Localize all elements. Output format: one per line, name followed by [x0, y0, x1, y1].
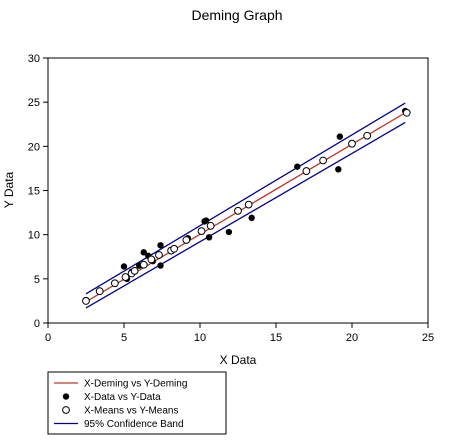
x-axis-label: X Data [220, 353, 257, 367]
data-point [336, 133, 344, 140]
data-point [202, 217, 210, 224]
data-point [157, 242, 164, 249]
x-tick-label: 5 [121, 332, 127, 344]
data-point [294, 163, 301, 170]
data-point [120, 263, 128, 270]
mean-point [110, 279, 119, 288]
data-point [248, 214, 255, 222]
data-point [157, 262, 164, 269]
y-tick-label: 10 [28, 230, 40, 242]
x-tick-label: 15 [270, 332, 282, 344]
mean-point [206, 221, 215, 230]
mean-point [197, 227, 206, 236]
mean-point [182, 236, 191, 244]
x-tick-label: 0 [45, 332, 51, 344]
mean-point [130, 266, 139, 275]
mean-point [402, 108, 411, 117]
mean-point [155, 251, 163, 259]
x-axis-ticks: 0 5 10 15 20 25 [45, 323, 434, 344]
mean-point [147, 255, 156, 264]
y-axis-label: Y Data [2, 171, 16, 208]
y-tick-label: 5 [34, 274, 40, 286]
legend-label: X-Data vs Y-Data [84, 392, 161, 403]
legend-label: 95% Confidence Band [84, 419, 184, 430]
mean-point [348, 139, 356, 148]
chart-title: Deming Graph [191, 7, 282, 23]
mean-point [139, 260, 148, 269]
mean-point [234, 206, 242, 215]
mean-point [302, 167, 311, 175]
x-tick-label: 25 [422, 332, 434, 344]
data-point [335, 166, 342, 173]
mean-point [82, 297, 90, 305]
y-tick-label: 0 [34, 318, 40, 330]
legend-items: X-Deming vs Y-Deming X-Data vs Y-Data X-Me… [54, 379, 187, 430]
mean-point [319, 156, 328, 165]
mean-point [244, 200, 253, 209]
legend-label: X-Means vs Y-Means [84, 406, 179, 417]
y-axis-ticks: 0 5 10 15 20 25 30 [28, 53, 48, 330]
mean-point [121, 273, 130, 281]
confidence-band-upper [85, 102, 406, 295]
y-tick-label: 15 [28, 186, 40, 198]
confidence-band-lower [85, 121, 406, 309]
legend-swatch [62, 393, 70, 400]
data-point [140, 249, 147, 256]
legend-label: X-Deming vs Y-Deming [84, 379, 187, 390]
mean-point [170, 244, 179, 253]
legend: X-Deming vs Y-Deming X-Data vs Y-Data X-Me… [47, 371, 227, 435]
plot-series [82, 102, 411, 309]
x-tick-label: 20 [346, 332, 358, 344]
y-tick-label: 25 [28, 97, 40, 109]
data-point [205, 234, 213, 241]
y-tick-label: 20 [28, 141, 40, 153]
mean-point [95, 287, 104, 296]
legend-swatch [62, 406, 70, 414]
y-tick-label: 30 [28, 53, 40, 65]
x-tick-label: 10 [194, 332, 206, 344]
data-point [225, 228, 233, 236]
mean-point [363, 131, 372, 140]
